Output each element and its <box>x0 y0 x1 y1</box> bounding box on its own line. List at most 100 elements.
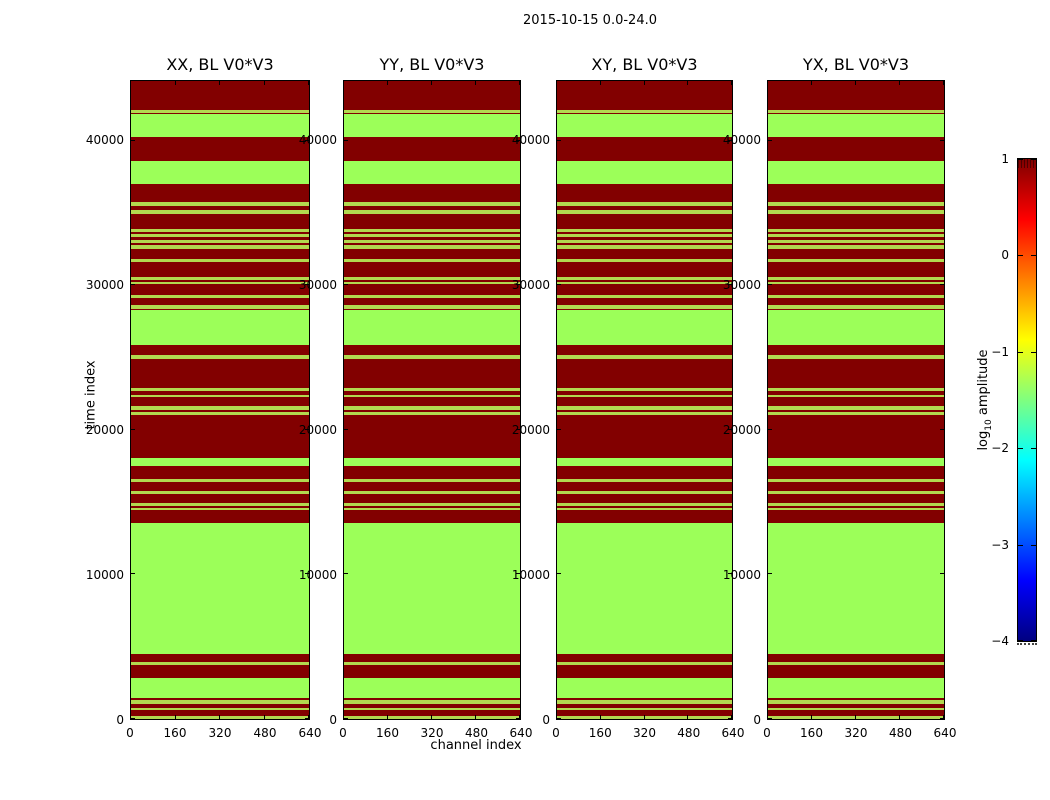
flag-band <box>344 677 520 698</box>
flag-band <box>557 394 732 397</box>
flag-band <box>768 202 944 206</box>
y-tick-mark <box>728 718 732 719</box>
y-tick-label: 10000 <box>85 568 124 583</box>
flag-band <box>131 110 309 113</box>
y-tick-mark <box>305 284 309 286</box>
flag-band <box>131 490 309 495</box>
flag-band <box>131 114 309 137</box>
flag-band <box>768 507 944 511</box>
y-tick-mark <box>940 284 944 286</box>
colorbar-axis-label: log10 amplitude <box>976 349 994 450</box>
colorbar-extend-dots <box>1017 643 1037 645</box>
x-tick-mark <box>767 81 768 85</box>
colorbar-tick-mark <box>1018 159 1023 160</box>
x-tick-mark <box>731 715 732 719</box>
flag-band <box>768 405 944 410</box>
x-tick-mark <box>519 81 520 85</box>
colorbar-gradient <box>1018 159 1036 641</box>
flag-band <box>131 281 309 285</box>
flag-band <box>557 276 732 281</box>
colorbar-tick-mark <box>1031 351 1036 353</box>
flag-band <box>131 457 309 466</box>
x-tick-mark <box>263 715 265 719</box>
y-tick-mark <box>131 139 135 141</box>
colorbar-label-suffix: amplitude <box>976 349 992 420</box>
y-tick-mark <box>728 428 732 430</box>
x-tick-label: 640 <box>298 726 322 740</box>
colorbar-tick-label: −2 <box>991 441 1009 456</box>
flag-band <box>557 662 732 666</box>
flag-band <box>768 210 944 215</box>
colorbar: 1 0 −1 −2 −3 −4 <box>991 152 1037 648</box>
panel-title-xy: XY, BL V0*V3 <box>591 55 698 74</box>
flag-band <box>768 245 944 249</box>
y-tick-mark <box>344 718 348 719</box>
y-tick-mark <box>940 428 944 430</box>
y-tick-mark <box>344 284 348 286</box>
colorbar-top-cap <box>1018 159 1036 168</box>
flag-band <box>344 707 520 711</box>
flag-band <box>557 677 732 698</box>
colorbar-label-prefix: log <box>976 430 992 451</box>
flag-band <box>557 202 732 206</box>
flag-band <box>344 309 520 346</box>
y-tick-mark <box>131 718 135 719</box>
y-tick-label: 10000 <box>722 568 761 583</box>
x-tick-mark <box>263 81 265 85</box>
y-tick-label: 0 <box>329 713 337 727</box>
flag-band <box>557 355 732 359</box>
colorbar-tick-label: 0 <box>1001 248 1009 263</box>
flag-band <box>131 405 309 410</box>
x-axis-label: channel index <box>430 738 522 753</box>
x-tick-label: 160 <box>376 726 399 740</box>
flag-band <box>344 276 520 281</box>
y-tick-mark <box>768 718 772 719</box>
flag-band <box>557 707 732 711</box>
x-tick-mark <box>219 715 220 719</box>
x-tick-mark <box>475 81 476 85</box>
flag-band <box>557 228 732 232</box>
x-tick-mark <box>855 81 856 85</box>
flag-band <box>131 662 309 666</box>
y-tick-mark <box>344 428 348 430</box>
flag-band <box>768 355 944 359</box>
x-tick-mark <box>475 715 476 719</box>
heatmap-panel-xy: XY, BL V0*V3 0 160 320 480 640 0 10000 20000 3000… <box>512 55 745 740</box>
flag-band <box>768 677 944 698</box>
flag-band <box>768 502 944 506</box>
flag-band <box>344 240 520 244</box>
flag-band <box>768 707 944 711</box>
flag-band <box>344 700 520 704</box>
waterfall-plot-yy <box>343 80 521 720</box>
flag-band <box>344 355 520 359</box>
flag-band <box>557 110 732 113</box>
flag-band <box>768 276 944 281</box>
x-tick-mark <box>387 715 388 719</box>
heatmap-panel-yx: YX, BL V0*V3 0 160 320 480 640 0 10000 20000 3000… <box>723 55 957 740</box>
y-tick-label: 0 <box>542 713 550 727</box>
y-tick-label: 40000 <box>298 133 337 148</box>
y-tick-mark <box>516 573 520 575</box>
y-tick-label: 40000 <box>722 133 761 148</box>
x-tick-mark <box>308 81 309 85</box>
flag-band <box>557 234 732 238</box>
flag-band <box>557 479 732 483</box>
x-tick-mark <box>219 81 220 85</box>
flag-band <box>768 305 944 309</box>
flag-band <box>768 662 944 666</box>
y-tick-label: 20000 <box>85 423 124 438</box>
x-tick-mark <box>174 715 176 719</box>
x-tick-mark <box>343 81 344 85</box>
x-tick-mark <box>899 715 900 719</box>
x-tick-mark <box>387 81 388 85</box>
y-tick-mark <box>728 139 732 141</box>
flag-band <box>768 258 944 262</box>
y-tick-mark <box>728 284 732 286</box>
y-tick-label: 10000 <box>511 568 550 583</box>
y-axis-label: time index <box>83 360 99 430</box>
flag-band <box>344 394 520 397</box>
flag-band <box>344 507 520 511</box>
x-tick-label: 480 <box>677 726 701 740</box>
y-tick-mark <box>768 284 772 286</box>
